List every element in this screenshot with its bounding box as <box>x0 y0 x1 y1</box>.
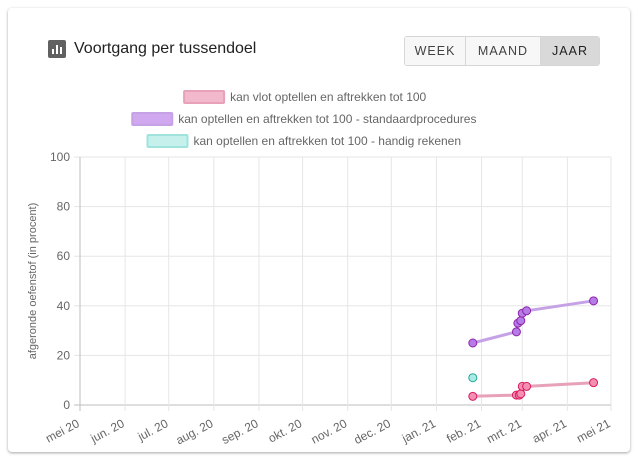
period-week-button[interactable]: WEEK <box>405 37 466 65</box>
x-tick-label: jun. 20 <box>87 416 127 446</box>
data-point[interactable] <box>589 378 599 388</box>
data-point[interactable] <box>468 391 478 401</box>
progress-card: Voortgang per tussendoel WEEK MAAND JAAR <box>8 8 630 452</box>
legend-swatch <box>146 134 189 148</box>
x-tick-label: feb. 21 <box>444 416 483 446</box>
x-tick-label: sep. 20 <box>219 416 261 447</box>
x-tick-label: mei 21 <box>574 416 613 445</box>
data-point[interactable] <box>468 373 478 383</box>
legend-swatch <box>131 112 174 126</box>
chart-grid <box>74 156 612 411</box>
x-tick-label: jan. 21 <box>399 416 439 446</box>
y-tick-label: 0 <box>63 398 70 412</box>
legend-label[interactable]: kan optellen en aftrekken tot 100 - hand… <box>194 134 462 148</box>
x-tick-label: aug. 20 <box>174 416 216 447</box>
card-title: Voortgang per tussendoel <box>74 40 257 57</box>
x-tick-label: nov. 20 <box>309 416 350 447</box>
legend-label[interactable]: kan vlot optellen en aftrekken tot 100 <box>230 90 426 104</box>
chart-legend: kan vlot optellen en aftrekken tot 100 ka… <box>131 90 476 148</box>
x-tick-label: okt. 20 <box>266 416 305 445</box>
y-axis-label: afgeronde oefenstof (in procent) <box>27 203 39 360</box>
y-tick-label: 100 <box>50 150 70 164</box>
data-point[interactable] <box>516 316 526 326</box>
y-tick-label: 40 <box>57 299 71 313</box>
y-tick-label: 60 <box>57 249 71 263</box>
bar-chart-icon <box>48 40 66 58</box>
period-month-button[interactable]: MAAND <box>466 37 541 65</box>
x-tick-label: jul. 20 <box>135 416 171 444</box>
period-year-button[interactable]: JAAR <box>541 37 599 65</box>
chart-axes: 0 20 40 60 80 100 mei 20 jun. 20 jul. 20 aug. 20 s… <box>43 150 613 447</box>
y-tick-label: 80 <box>57 200 71 214</box>
series-line <box>472 381 594 398</box>
data-point[interactable] <box>522 306 532 316</box>
chart-series <box>468 296 599 401</box>
series-line <box>472 299 594 345</box>
x-tick-label: apr. 21 <box>530 416 569 446</box>
x-tick-label: mrt. 21 <box>484 416 524 446</box>
legend-label[interactable]: kan optellen en aftrekken tot 100 - stan… <box>178 112 476 126</box>
x-tick-label: mei 20 <box>43 416 82 445</box>
data-point[interactable] <box>516 389 526 399</box>
data-point[interactable] <box>511 327 521 337</box>
y-tick-label: 20 <box>57 348 71 362</box>
period-toggle: WEEK MAAND JAAR <box>404 36 600 66</box>
data-point[interactable] <box>589 296 599 306</box>
x-tick-label: dec. 20 <box>352 416 394 447</box>
legend-swatch <box>183 90 226 104</box>
data-point[interactable] <box>468 338 478 348</box>
card-header: Voortgang per tussendoel <box>48 40 256 58</box>
data-point[interactable] <box>522 381 532 391</box>
